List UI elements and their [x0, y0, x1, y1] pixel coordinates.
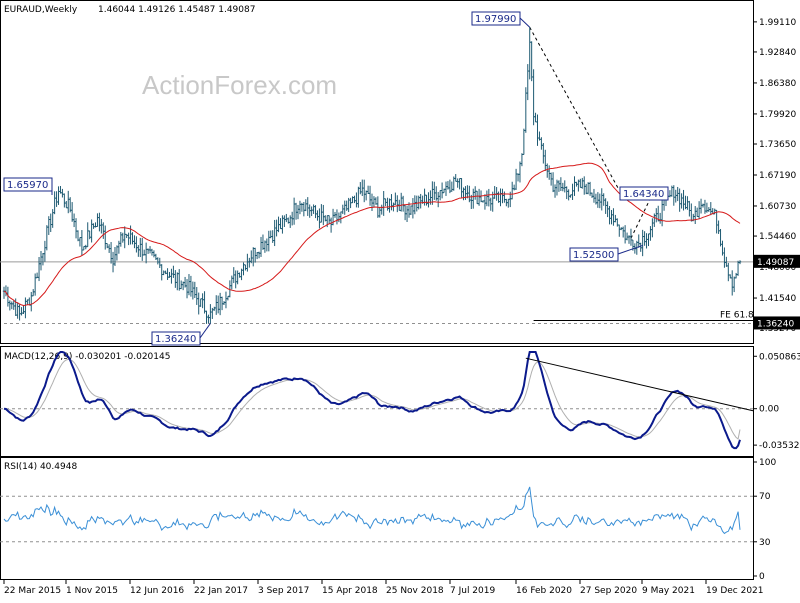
price-y-tick-label: 1.41540 [759, 294, 796, 304]
annotation-leader [199, 323, 211, 339]
rsi-line [3, 486, 741, 535]
moving-average-line [3, 162, 741, 307]
price-annotation-box [151, 331, 201, 346]
macd-y-tick-label: 0.00 [759, 405, 779, 415]
x-tick-label: 16 Feb 2020 [516, 586, 572, 596]
candlestick-series [2, 27, 742, 324]
price-y-tick-label: 1.48000 [759, 263, 796, 273]
price-y-tick-label: 1.67190 [759, 171, 796, 181]
rsi-y-tick-label: 100 [759, 458, 776, 468]
reference-lines: FE 61.8 [0, 27, 754, 543]
price-y-tick-label: 1.73650 [759, 140, 796, 150]
current-price-tag [754, 254, 800, 268]
x-tick-label: 22 Jan 2017 [194, 586, 248, 596]
price-y-tick-label: 1.99110 [759, 18, 796, 28]
current-price-tag-label: 1.49087 [757, 258, 794, 268]
x-tick-label: 3 Sep 2017 [258, 586, 309, 596]
price-annotation-label: 1.36240 [155, 334, 196, 345]
downtrend-dashed-line [529, 27, 620, 191]
price-annotation-box [569, 247, 619, 262]
x-tick-label: 22 Mar 2015 [4, 586, 61, 596]
price-panel-title: EURAUD,Weekly [4, 5, 78, 15]
x-tick-label: 9 May 2021 [642, 586, 695, 596]
price-y-tick-label: 1.60730 [759, 202, 796, 212]
price-annotation-label: 1.65970 [7, 180, 48, 191]
price-annotation-label: 1.64340 [623, 189, 664, 200]
price-y-tick-label: 1.54460 [759, 232, 796, 242]
price-y-tick-label: 1.86380 [759, 79, 796, 89]
x-tick-label: 27 Sep 2020 [580, 586, 637, 596]
macd-panel-title: MACD(12,26,9) -0.030201 -0.020145 [4, 352, 170, 362]
price-y-tick-label: 1.79920 [759, 110, 796, 120]
macd-panel-frame [0, 346, 754, 457]
rsi-y-tick-label: 30 [759, 538, 771, 548]
rsi-y-tick-label: 70 [759, 492, 771, 502]
fe-label: FE 61.8 [720, 310, 754, 320]
annotation-leader [519, 17, 531, 28]
x-tick-label: 12 Jun 2016 [130, 586, 184, 596]
macd-line [3, 351, 741, 450]
indicator-lines [3, 162, 754, 535]
support-price-tag-label: 1.36240 [757, 319, 794, 329]
price-annotation-label: 1.97990 [475, 14, 516, 25]
macd-signal-line [3, 358, 741, 440]
x-tick-label: 1 Nov 2015 [66, 586, 118, 596]
macd-y-tick-label: -0.035322 [759, 441, 800, 451]
annotation-leader [617, 244, 643, 255]
x-tick-label: 25 Nov 2018 [386, 586, 444, 596]
price-panel-frame [0, 0, 754, 344]
macd-y-tick-label: 0.050863 [759, 352, 800, 362]
price-ohlc-readout: 1.46044 1.49126 1.45487 1.49087 [98, 5, 255, 15]
price-annotation-box [619, 186, 669, 201]
macd-trendline [525, 357, 754, 412]
rsi-y-tick-label: 0 [759, 572, 765, 582]
price-y-tick-label: 1.92840 [759, 48, 796, 58]
axes: 1.99110 1.92840 1.86380 1.79920 1.73650 1.671… [3, 18, 800, 596]
watermark: ActionForex.com [142, 70, 337, 100]
price-annotations: 1.97990 1.65970 1.64340 1.52500 1.36240 [3, 11, 669, 346]
x-tick-label: 15 Apr 2018 [322, 586, 378, 596]
price-annotation-label: 1.52500 [573, 250, 614, 261]
support-price-tag [754, 316, 800, 330]
x-tick-label: 19 Dec 2021 [706, 586, 764, 596]
x-tick-label: 7 Jul 2019 [450, 586, 495, 596]
rsi-panel-title: RSI(14) 40.4948 [4, 462, 77, 472]
rsi-panel-frame [0, 457, 754, 580]
